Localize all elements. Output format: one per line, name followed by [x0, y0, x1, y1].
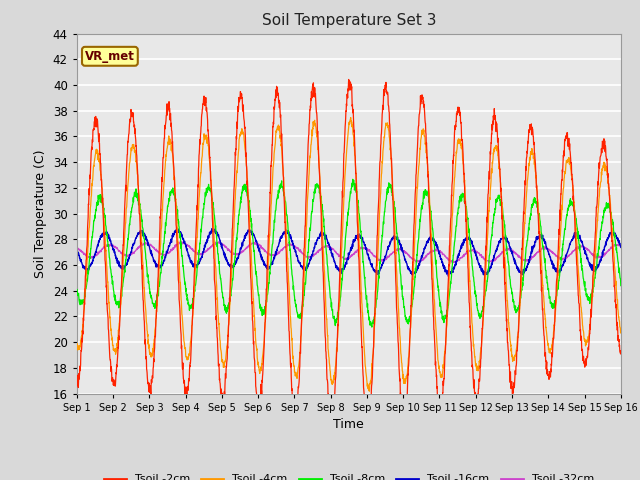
Text: VR_met: VR_met: [85, 50, 135, 63]
X-axis label: Time: Time: [333, 418, 364, 431]
Title: Soil Temperature Set 3: Soil Temperature Set 3: [262, 13, 436, 28]
Legend: Tsoil -2cm, Tsoil -4cm, Tsoil -8cm, Tsoil -16cm, Tsoil -32cm: Tsoil -2cm, Tsoil -4cm, Tsoil -8cm, Tsoi…: [99, 470, 598, 480]
Y-axis label: Soil Temperature (C): Soil Temperature (C): [34, 149, 47, 278]
